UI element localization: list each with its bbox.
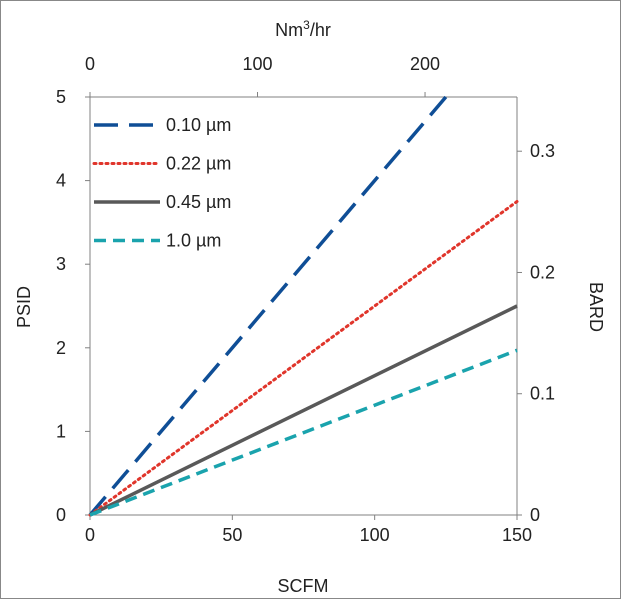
x-tick-label: 100 bbox=[360, 525, 390, 545]
y-tick-label: 5 bbox=[56, 87, 66, 107]
y2-tick-label: 0.3 bbox=[530, 141, 555, 161]
x2-axis-label: Nm3/hr bbox=[275, 18, 331, 40]
legend-label: 0.22 µm bbox=[166, 154, 231, 174]
series-line-0-45-m bbox=[89, 304, 518, 517]
x2-tick-label: 0 bbox=[85, 54, 95, 74]
series-line-0-10-m bbox=[88, 95, 448, 517]
x-tick-label: 0 bbox=[85, 525, 95, 545]
y-tick-label: 3 bbox=[56, 254, 66, 274]
x-axis-label: SCFM bbox=[278, 576, 329, 596]
legend: 0.10 µm 0.22 µm 0.45 µm 1.0 µm bbox=[92, 115, 231, 251]
series-line-0-22-m bbox=[88, 200, 519, 517]
y-tick-label: 1 bbox=[56, 421, 66, 441]
legend-label: 0.45 µm bbox=[166, 192, 231, 212]
x2-axis-label-main: Nm bbox=[275, 20, 303, 40]
x2-tick-label: 100 bbox=[242, 54, 272, 74]
y-tick-label: 4 bbox=[56, 171, 66, 191]
y-tick-label: 2 bbox=[56, 338, 66, 358]
x2-tick-label: 200 bbox=[410, 54, 440, 74]
y-axis-label: PSID bbox=[14, 286, 34, 328]
y2-tick-label: 0.2 bbox=[530, 262, 555, 282]
x2-axis-label-tail: /hr bbox=[310, 20, 331, 40]
x-tick-label: 50 bbox=[222, 525, 242, 545]
y2-axis-label: BARD bbox=[586, 282, 606, 332]
series-line-1-0-m bbox=[89, 348, 518, 517]
legend-label: 1.0 µm bbox=[166, 231, 221, 251]
plot-area bbox=[89, 96, 518, 516]
y-tick-label: 0 bbox=[56, 505, 66, 525]
series-lines bbox=[88, 95, 519, 517]
legend-label: 0.10 µm bbox=[166, 115, 231, 135]
x-tick-label: 150 bbox=[502, 525, 532, 545]
x2-axis-label-sup: 3 bbox=[303, 18, 310, 32]
y2-tick-label: 0 bbox=[530, 505, 540, 525]
y2-tick-label: 0.1 bbox=[530, 384, 555, 404]
